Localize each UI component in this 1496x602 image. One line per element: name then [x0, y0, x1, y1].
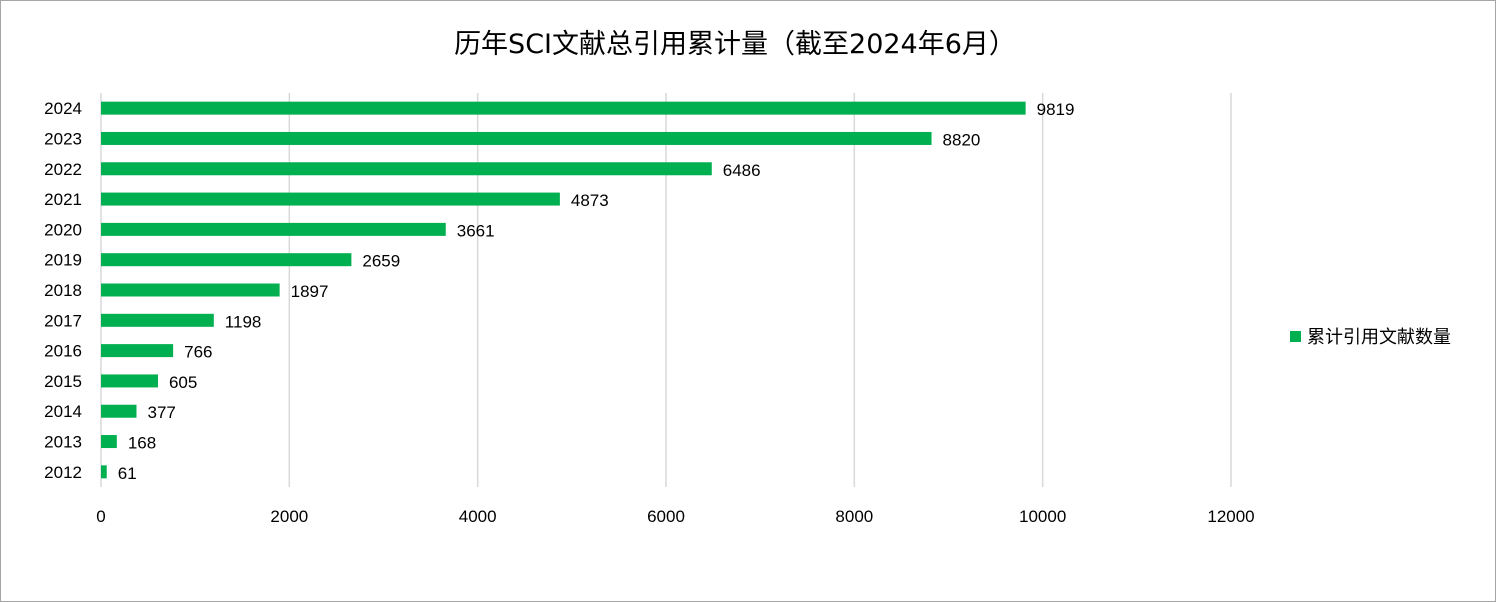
data-label: 9819 [1037, 100, 1075, 119]
y-tick-label: 2023 [44, 129, 82, 148]
y-tick-label: 2013 [44, 433, 82, 452]
data-label: 1198 [225, 312, 262, 331]
x-tick-label: 8000 [835, 507, 873, 526]
y-tick-label: 2021 [44, 190, 82, 209]
legend: 累计引用文献数量 [1290, 323, 1451, 349]
data-label: 3661 [457, 221, 495, 240]
y-tick-label: 2018 [44, 281, 82, 300]
y-tick-label: 2014 [44, 402, 82, 421]
bar [101, 222, 446, 236]
data-label: 61 [118, 464, 137, 483]
data-label: 168 [128, 434, 156, 453]
bar [101, 283, 280, 297]
y-tick-label: 2019 [44, 251, 82, 270]
bar [101, 435, 117, 449]
bar [101, 404, 137, 418]
y-tick-label: 2024 [44, 99, 82, 118]
bar [101, 465, 107, 479]
bar [101, 374, 158, 388]
x-tick-label: 10000 [1019, 507, 1066, 526]
legend-swatch [1290, 330, 1301, 342]
bar [101, 344, 174, 358]
y-tick-label: 2012 [44, 463, 82, 482]
data-label: 605 [169, 373, 197, 392]
data-label: 6486 [723, 161, 761, 180]
bar [101, 192, 560, 206]
bar [101, 253, 352, 267]
x-tick-label: 2000 [270, 507, 308, 526]
legend-label: 累计引用文献数量 [1307, 327, 1451, 348]
bar [101, 313, 214, 327]
data-label: 1897 [291, 282, 329, 301]
chart-title: 历年SCI文献总引用累计量（截至2024年6月） [454, 29, 1016, 60]
x-tick-label: 6000 [647, 507, 685, 526]
y-tick-label: 2020 [44, 220, 82, 239]
y-tick-label: 2017 [44, 311, 82, 330]
x-tick-label: 4000 [459, 507, 497, 526]
bar [101, 101, 1026, 115]
data-label: 2659 [362, 252, 400, 271]
y-tick-label: 2016 [44, 342, 82, 361]
data-label: 766 [184, 343, 212, 362]
x-tick-label: 12000 [1207, 507, 1254, 526]
bar [101, 162, 712, 176]
y-tick-label: 2015 [44, 372, 82, 391]
y-tick-label: 2022 [44, 160, 82, 179]
x-tick-label: 0 [96, 507, 105, 526]
data-label: 377 [148, 403, 176, 422]
data-label: 8820 [943, 130, 981, 149]
data-label: 4873 [571, 191, 609, 210]
bar [101, 131, 932, 145]
